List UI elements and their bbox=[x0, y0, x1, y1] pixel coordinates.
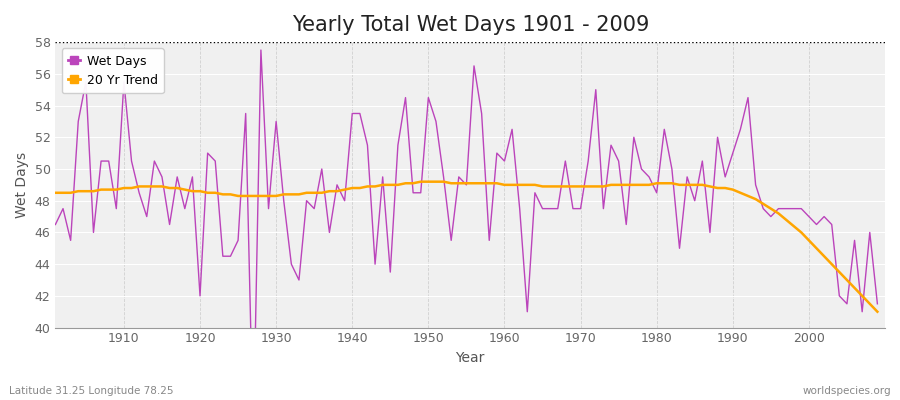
Wet Days bbox=[872, 301, 883, 306]
20 Yr Trend bbox=[598, 184, 608, 189]
20 Yr Trend bbox=[278, 192, 289, 197]
20 Yr Trend bbox=[50, 190, 61, 195]
Wet Days bbox=[606, 143, 616, 148]
Wet Days bbox=[339, 198, 350, 203]
Line: Wet Days: Wet Days bbox=[56, 50, 878, 400]
20 Yr Trend bbox=[507, 182, 517, 187]
20 Yr Trend bbox=[415, 179, 426, 184]
20 Yr Trend bbox=[872, 309, 883, 314]
X-axis label: Year: Year bbox=[455, 351, 485, 365]
Text: worldspecies.org: worldspecies.org bbox=[803, 386, 891, 396]
Wet Days bbox=[50, 222, 61, 227]
Wet Days bbox=[256, 48, 266, 52]
20 Yr Trend bbox=[111, 187, 122, 192]
Title: Yearly Total Wet Days 1901 - 2009: Yearly Total Wet Days 1901 - 2009 bbox=[292, 15, 649, 35]
Wet Days bbox=[514, 206, 525, 211]
20 Yr Trend bbox=[324, 189, 335, 194]
Wet Days bbox=[507, 127, 517, 132]
Legend: Wet Days, 20 Yr Trend: Wet Days, 20 Yr Trend bbox=[62, 48, 164, 93]
Wet Days bbox=[111, 206, 122, 211]
20 Yr Trend bbox=[500, 182, 510, 187]
Y-axis label: Wet Days: Wet Days bbox=[15, 152, 29, 218]
Text: Latitude 31.25 Longitude 78.25: Latitude 31.25 Longitude 78.25 bbox=[9, 386, 174, 396]
Line: 20 Yr Trend: 20 Yr Trend bbox=[56, 182, 878, 312]
Wet Days bbox=[293, 278, 304, 282]
